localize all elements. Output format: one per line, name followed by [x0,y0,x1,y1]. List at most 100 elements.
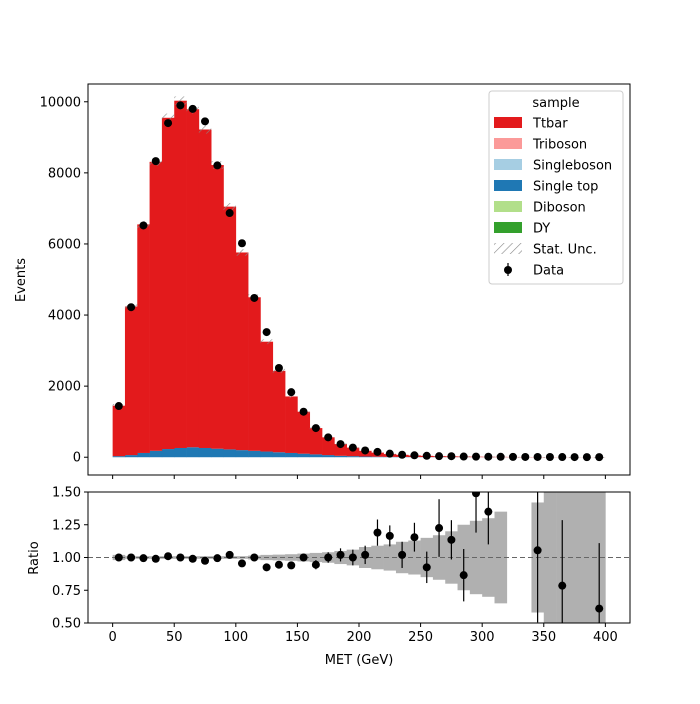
ratio-point [250,554,258,562]
stat-uncertainty-hatch [199,125,211,133]
legend-swatch [494,222,522,233]
histogram-bar [137,224,150,453]
data-point [238,239,246,247]
ratio-point [213,554,221,562]
data-point [324,433,332,441]
legend-label: Diboson [533,201,586,216]
data-point [361,446,369,454]
ratio-point [398,551,406,559]
y-tick-label: 6000 [48,237,81,252]
data-point [558,453,566,461]
histogram-bar [224,449,237,457]
ratio-point [595,605,603,613]
histogram-bar [199,448,212,457]
histogram-bar [174,101,187,448]
ratio-point [152,555,160,563]
histogram-bar [224,207,237,450]
data-point [250,294,258,302]
histogram-bar [236,450,249,457]
x-tick-label: 150 [285,630,310,645]
legend-swatch [494,243,522,254]
x-tick-label: 100 [223,630,248,645]
ratio-point [164,552,172,560]
histogram-bar [322,455,335,457]
data-point [509,453,517,461]
histogram-bar [285,453,298,457]
histogram-bar [371,457,384,458]
ratio-point [386,532,394,540]
data-point [423,452,431,460]
legend-swatch [494,180,522,191]
stat-uncertainty-hatch [236,249,248,255]
ratio-point [176,554,184,562]
data-point [139,221,147,229]
data-point [115,402,123,410]
ratio-point [410,533,418,541]
data-point [447,452,455,460]
data-point [386,450,394,458]
data-point [435,452,443,460]
histogram-bar [211,165,224,449]
histogram-bar [359,457,372,458]
legend-title: sample [532,96,579,111]
histogram-bar [285,396,298,453]
data-point [534,453,542,461]
data-point [337,440,345,448]
data-point [571,453,579,461]
ratio-point [127,554,135,562]
y-tick-label: 0 [73,451,81,466]
ratio-point [558,582,566,590]
x-tick-label: 50 [166,630,183,645]
data-point [287,388,295,396]
ratio-point [300,554,308,562]
y-tick-label: 0.50 [52,617,81,632]
y-tick-label: 1.25 [52,518,81,533]
histogram-bar [297,412,310,454]
ratio-point [472,489,480,497]
histogram-bar [137,453,150,457]
ratio-point [324,554,332,562]
data-point [595,453,603,461]
x-tick-label: 250 [408,630,433,645]
legend-label: DY [533,222,550,237]
y-tick-label: 4000 [48,309,81,324]
legend-label: Data [533,264,564,279]
data-point [472,453,480,461]
data-point [201,117,209,125]
x-tick-label: 400 [593,630,618,645]
ratio-point [226,551,234,559]
histogram-bar [199,129,212,447]
stat-uncertainty-hatch [260,339,272,344]
ratio-point [435,524,443,532]
histogram-bar [125,455,138,457]
legend-swatch [494,159,522,170]
legend-label: Single top [533,180,598,195]
ratio-point [287,561,295,569]
data-point [300,408,308,416]
data-point [373,448,381,456]
histogram-bar [248,451,261,457]
ratio-y-axis-label: Ratio [27,541,42,574]
histogram-bar [187,109,200,447]
ratio-point [275,561,283,569]
data-point [176,101,184,109]
histogram-bar [113,456,126,457]
histogram-bar [236,252,249,450]
histogram-bar [150,451,163,457]
ratio-point [189,555,197,563]
ratio-point [312,561,320,569]
data-point [521,453,529,461]
histogram-bar [187,447,200,457]
ratio-point [238,559,246,567]
data-point [312,424,320,432]
legend-swatch [494,138,522,149]
data-point [398,451,406,459]
data-point [226,209,234,217]
y-tick-label: 1.50 [52,486,81,501]
y-tick-label: 8000 [48,166,81,181]
